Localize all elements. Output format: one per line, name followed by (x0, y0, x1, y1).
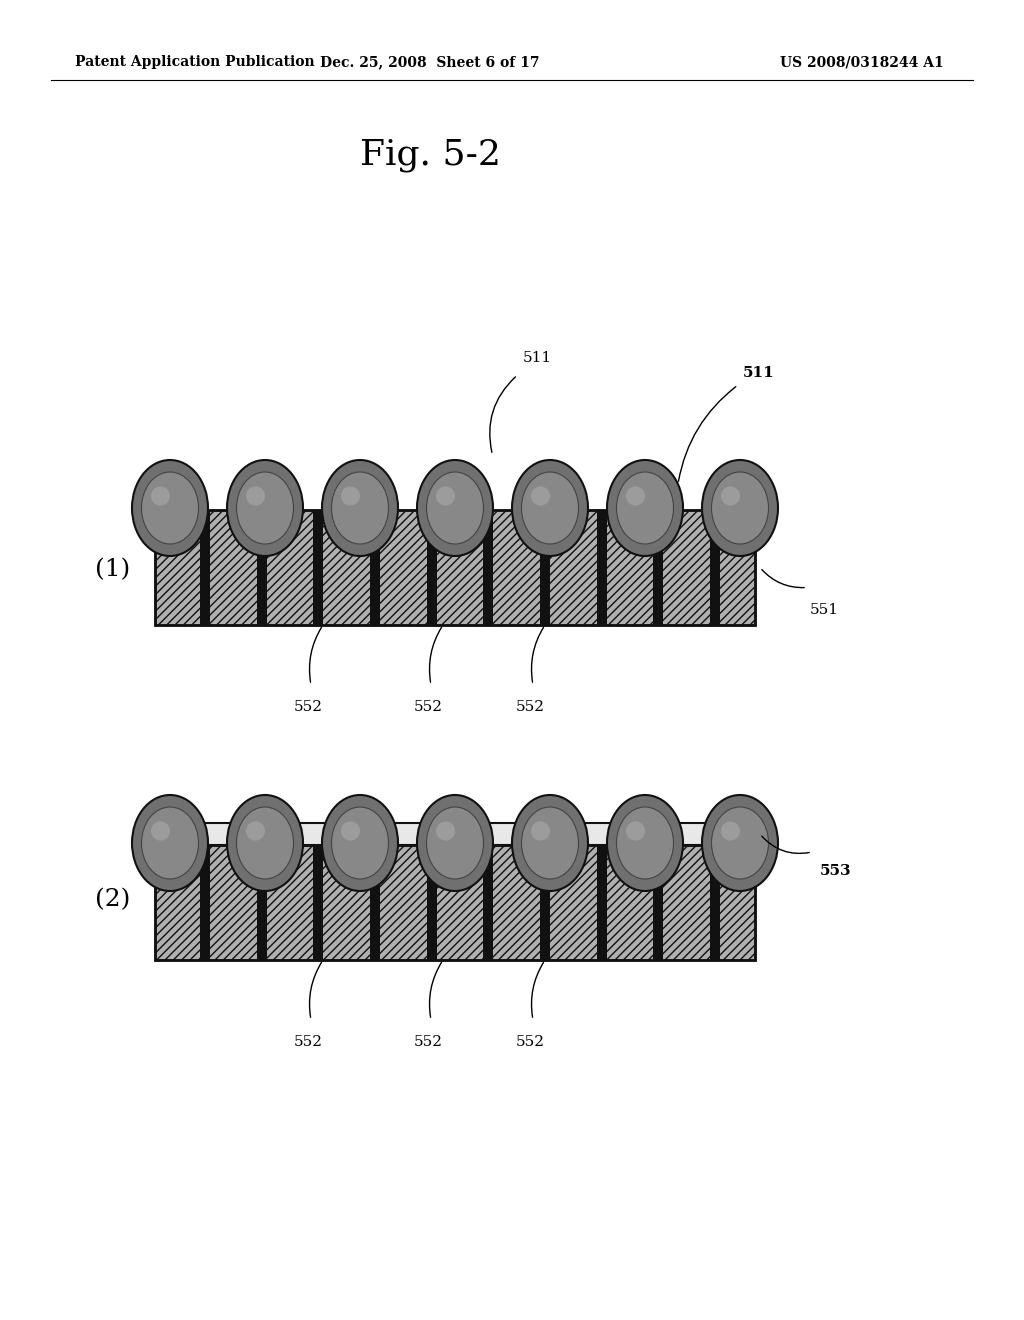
Ellipse shape (417, 459, 493, 556)
Ellipse shape (227, 459, 303, 556)
Ellipse shape (626, 821, 645, 841)
Ellipse shape (322, 795, 398, 891)
Ellipse shape (436, 821, 455, 841)
Ellipse shape (521, 807, 579, 879)
Text: 553: 553 (820, 865, 852, 878)
Ellipse shape (427, 473, 483, 544)
Ellipse shape (151, 486, 170, 506)
Text: US 2008/0318244 A1: US 2008/0318244 A1 (780, 55, 944, 69)
Text: 552: 552 (294, 1035, 323, 1049)
Ellipse shape (341, 486, 360, 506)
Bar (710, 845, 720, 960)
Bar (155, 845, 755, 960)
Ellipse shape (607, 459, 683, 556)
Text: 552: 552 (414, 700, 442, 714)
Bar (597, 845, 606, 960)
Bar (540, 845, 550, 960)
Ellipse shape (237, 807, 294, 879)
Ellipse shape (246, 821, 265, 841)
Text: Patent Application Publication: Patent Application Publication (75, 55, 314, 69)
Text: 511: 511 (522, 351, 552, 366)
FancyArrowPatch shape (762, 836, 809, 854)
Ellipse shape (712, 473, 768, 544)
Ellipse shape (332, 473, 388, 544)
Bar (155, 845, 755, 960)
Ellipse shape (702, 459, 778, 556)
FancyArrowPatch shape (531, 962, 544, 1018)
Bar (155, 510, 755, 624)
Ellipse shape (332, 807, 388, 879)
Bar (653, 845, 664, 960)
Ellipse shape (151, 821, 170, 841)
Bar (155, 510, 755, 624)
Bar (313, 845, 324, 960)
Text: Fig. 5-2: Fig. 5-2 (359, 139, 501, 172)
FancyArrowPatch shape (489, 378, 515, 453)
FancyArrowPatch shape (429, 962, 441, 1018)
Bar (201, 845, 210, 960)
FancyArrowPatch shape (762, 570, 804, 587)
Text: 552: 552 (294, 700, 323, 714)
Ellipse shape (512, 459, 588, 556)
Ellipse shape (531, 821, 550, 841)
Bar (155, 510, 755, 624)
Bar (483, 845, 494, 960)
Ellipse shape (531, 486, 550, 506)
Ellipse shape (322, 459, 398, 556)
Bar (653, 510, 664, 624)
Text: 551: 551 (810, 602, 839, 616)
Ellipse shape (132, 459, 208, 556)
Ellipse shape (512, 795, 588, 891)
Text: 552: 552 (515, 1035, 545, 1049)
Ellipse shape (141, 807, 199, 879)
Ellipse shape (341, 821, 360, 841)
Text: 552: 552 (414, 1035, 442, 1049)
Bar (155, 845, 755, 960)
Bar (257, 845, 267, 960)
Bar (540, 510, 550, 624)
Bar (483, 510, 494, 624)
Bar (427, 845, 436, 960)
Bar (201, 510, 210, 624)
Ellipse shape (702, 795, 778, 891)
Ellipse shape (436, 486, 455, 506)
Ellipse shape (521, 473, 579, 544)
Text: Dec. 25, 2008  Sheet 6 of 17: Dec. 25, 2008 Sheet 6 of 17 (321, 55, 540, 69)
Bar (597, 510, 606, 624)
Text: (1): (1) (95, 558, 130, 582)
FancyArrowPatch shape (309, 962, 322, 1018)
Bar (257, 510, 267, 624)
Ellipse shape (246, 486, 265, 506)
Ellipse shape (227, 795, 303, 891)
Bar (370, 510, 380, 624)
Bar (155, 822, 755, 845)
Text: (2): (2) (95, 888, 130, 912)
FancyArrowPatch shape (679, 387, 736, 482)
Bar (370, 845, 380, 960)
Ellipse shape (141, 473, 199, 544)
Ellipse shape (721, 821, 740, 841)
Ellipse shape (237, 473, 294, 544)
Ellipse shape (626, 486, 645, 506)
FancyArrowPatch shape (429, 627, 441, 682)
Ellipse shape (721, 486, 740, 506)
Ellipse shape (132, 795, 208, 891)
Text: 511: 511 (743, 366, 775, 380)
FancyArrowPatch shape (309, 627, 322, 682)
Ellipse shape (616, 807, 674, 879)
FancyArrowPatch shape (531, 627, 544, 682)
Bar (427, 510, 436, 624)
Ellipse shape (712, 807, 768, 879)
Ellipse shape (417, 795, 493, 891)
Ellipse shape (607, 795, 683, 891)
Ellipse shape (616, 473, 674, 544)
Bar (313, 510, 324, 624)
Ellipse shape (427, 807, 483, 879)
Text: 552: 552 (515, 700, 545, 714)
Bar (710, 510, 720, 624)
